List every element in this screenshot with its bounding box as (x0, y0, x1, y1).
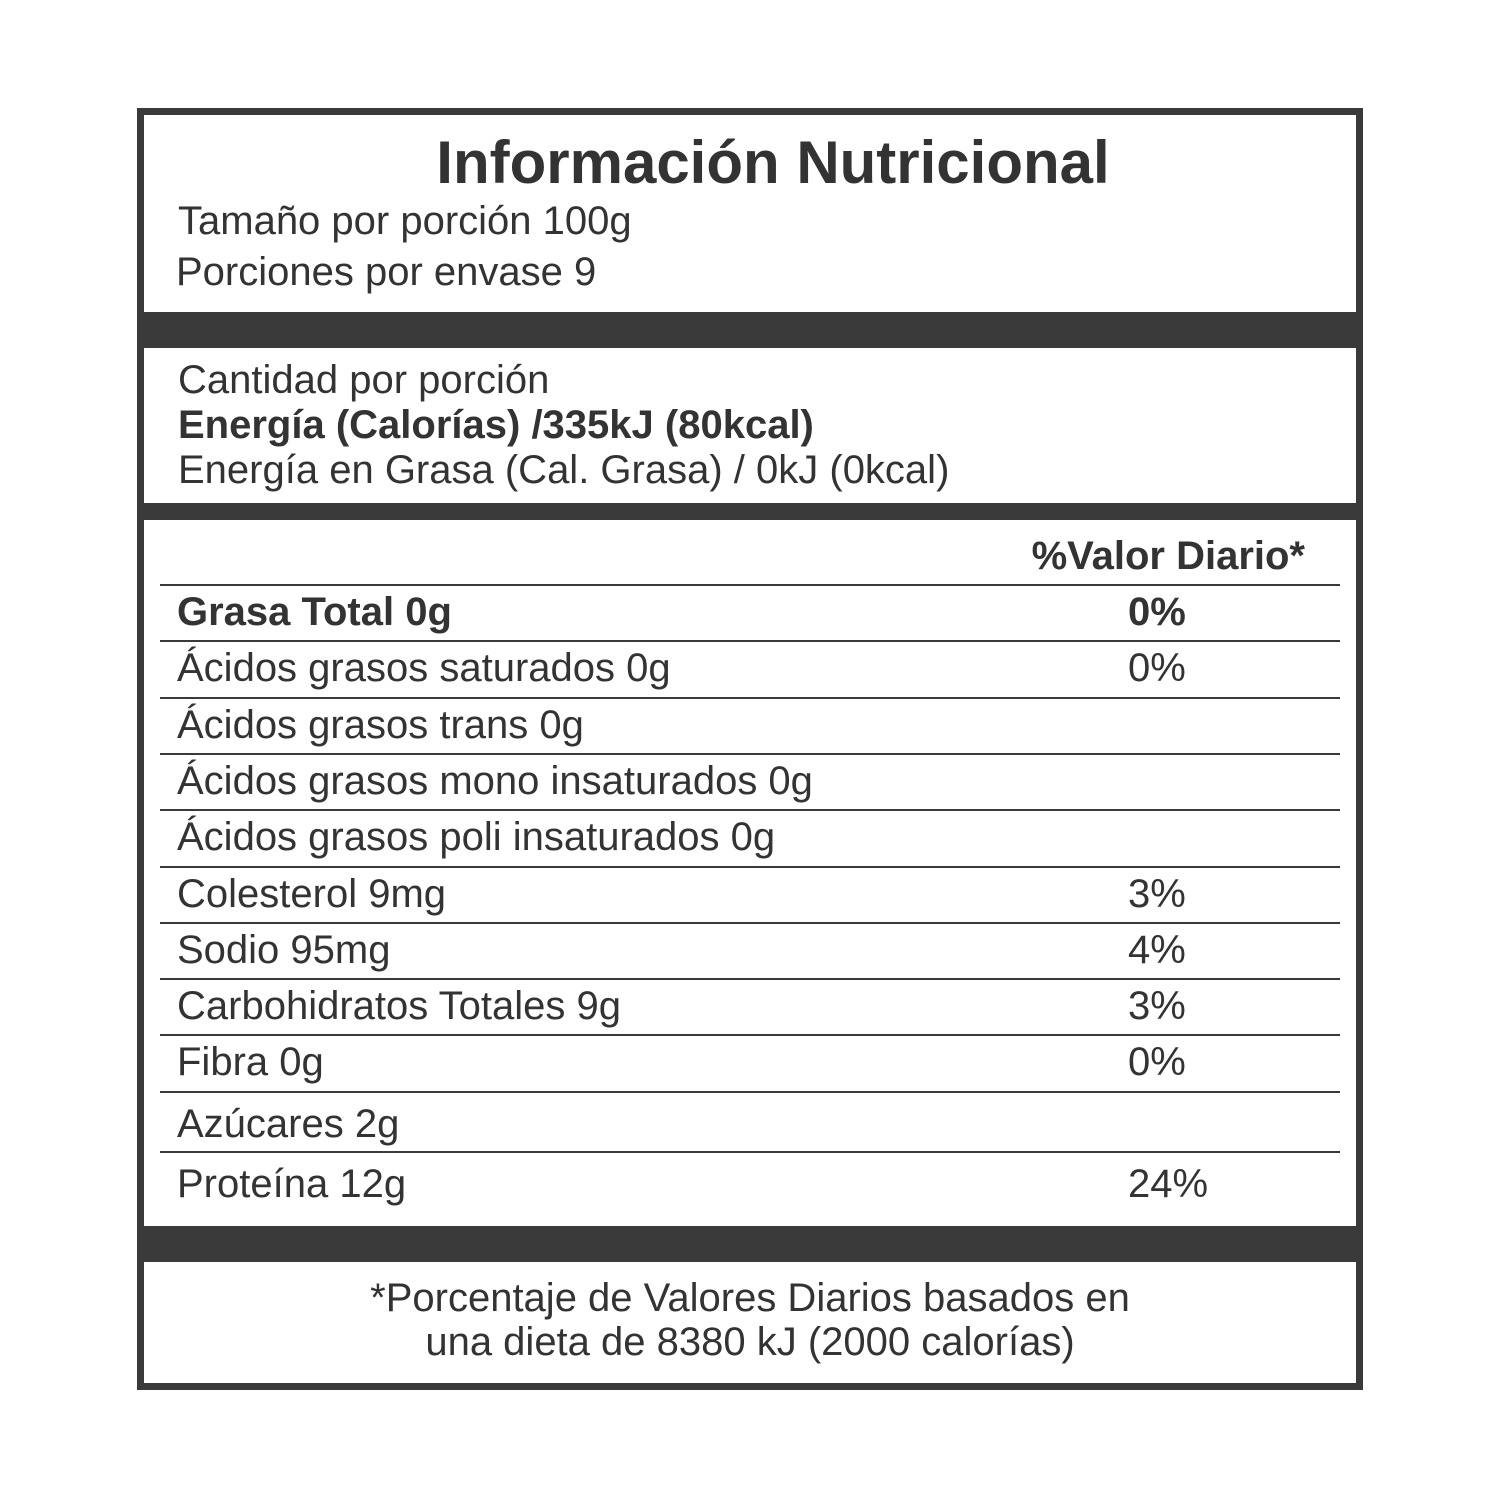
daily-value: 3% (1128, 872, 1186, 916)
daily-value: 4% (1128, 928, 1186, 972)
row-rule (160, 697, 1340, 699)
nutrient-name: Colesterol 9mg (177, 872, 447, 916)
nutrient-name: Proteína 12g (177, 1162, 407, 1206)
row-rule (160, 922, 1340, 924)
row-rule (160, 1091, 1340, 1093)
row-rule (160, 978, 1340, 980)
nutrient-name: Grasa Total 0g (177, 590, 452, 634)
nutrient-name: Azúcares 2g (177, 1102, 400, 1146)
nutrient-name: Ácidos grasos trans 0g (177, 703, 584, 747)
daily-value: 3% (1128, 984, 1186, 1028)
row-rule (160, 640, 1340, 642)
nutrient-name: Sodio 95mg (177, 928, 391, 972)
fat-energy: Energía en Grasa (Cal. Grasa) / 0kJ (0kc… (178, 448, 950, 492)
daily-value-header: %Valor Diario* (1031, 534, 1305, 578)
servings-per-container: Porciones por envase 9 (176, 250, 597, 294)
footnote-line: una dieta de 8380 kJ (2000 calorías) (425, 1320, 1075, 1364)
nutrient-name: Carbohidratos Totales 9g (177, 984, 621, 1028)
row-rule (160, 809, 1340, 811)
nutrient-name: Fibra 0g (177, 1040, 324, 1084)
nutrient-name: Ácidos grasos saturados 0g (177, 646, 671, 690)
row-rule (160, 1034, 1340, 1036)
daily-value: 0% (1128, 646, 1186, 690)
row-rule (160, 753, 1340, 755)
serving-size: Tamaño por porción 100g (178, 199, 632, 243)
amount-label: Cantidad por porción (178, 358, 550, 402)
row-rule (160, 584, 1340, 586)
footnote-line: *Porcentaje de Valores Diarios basados e… (370, 1276, 1130, 1320)
separator-bar (137, 503, 1363, 520)
daily-value: 0% (1128, 590, 1186, 634)
daily-value: 0% (1128, 1040, 1186, 1084)
energy: Energía (Calorías) /335kJ (80kcal) (178, 403, 814, 447)
nutrient-name: Ácidos grasos poli insaturados 0g (177, 815, 776, 859)
separator-bar (137, 312, 1363, 348)
daily-value: 24% (1128, 1162, 1209, 1206)
row-rule (160, 1151, 1340, 1153)
row-rule (160, 866, 1340, 868)
label-frame (137, 108, 1363, 1390)
title: Información Nutricional (436, 129, 1110, 196)
separator-bar (137, 1226, 1363, 1262)
nutrient-name: Ácidos grasos mono insaturados 0g (177, 759, 813, 803)
